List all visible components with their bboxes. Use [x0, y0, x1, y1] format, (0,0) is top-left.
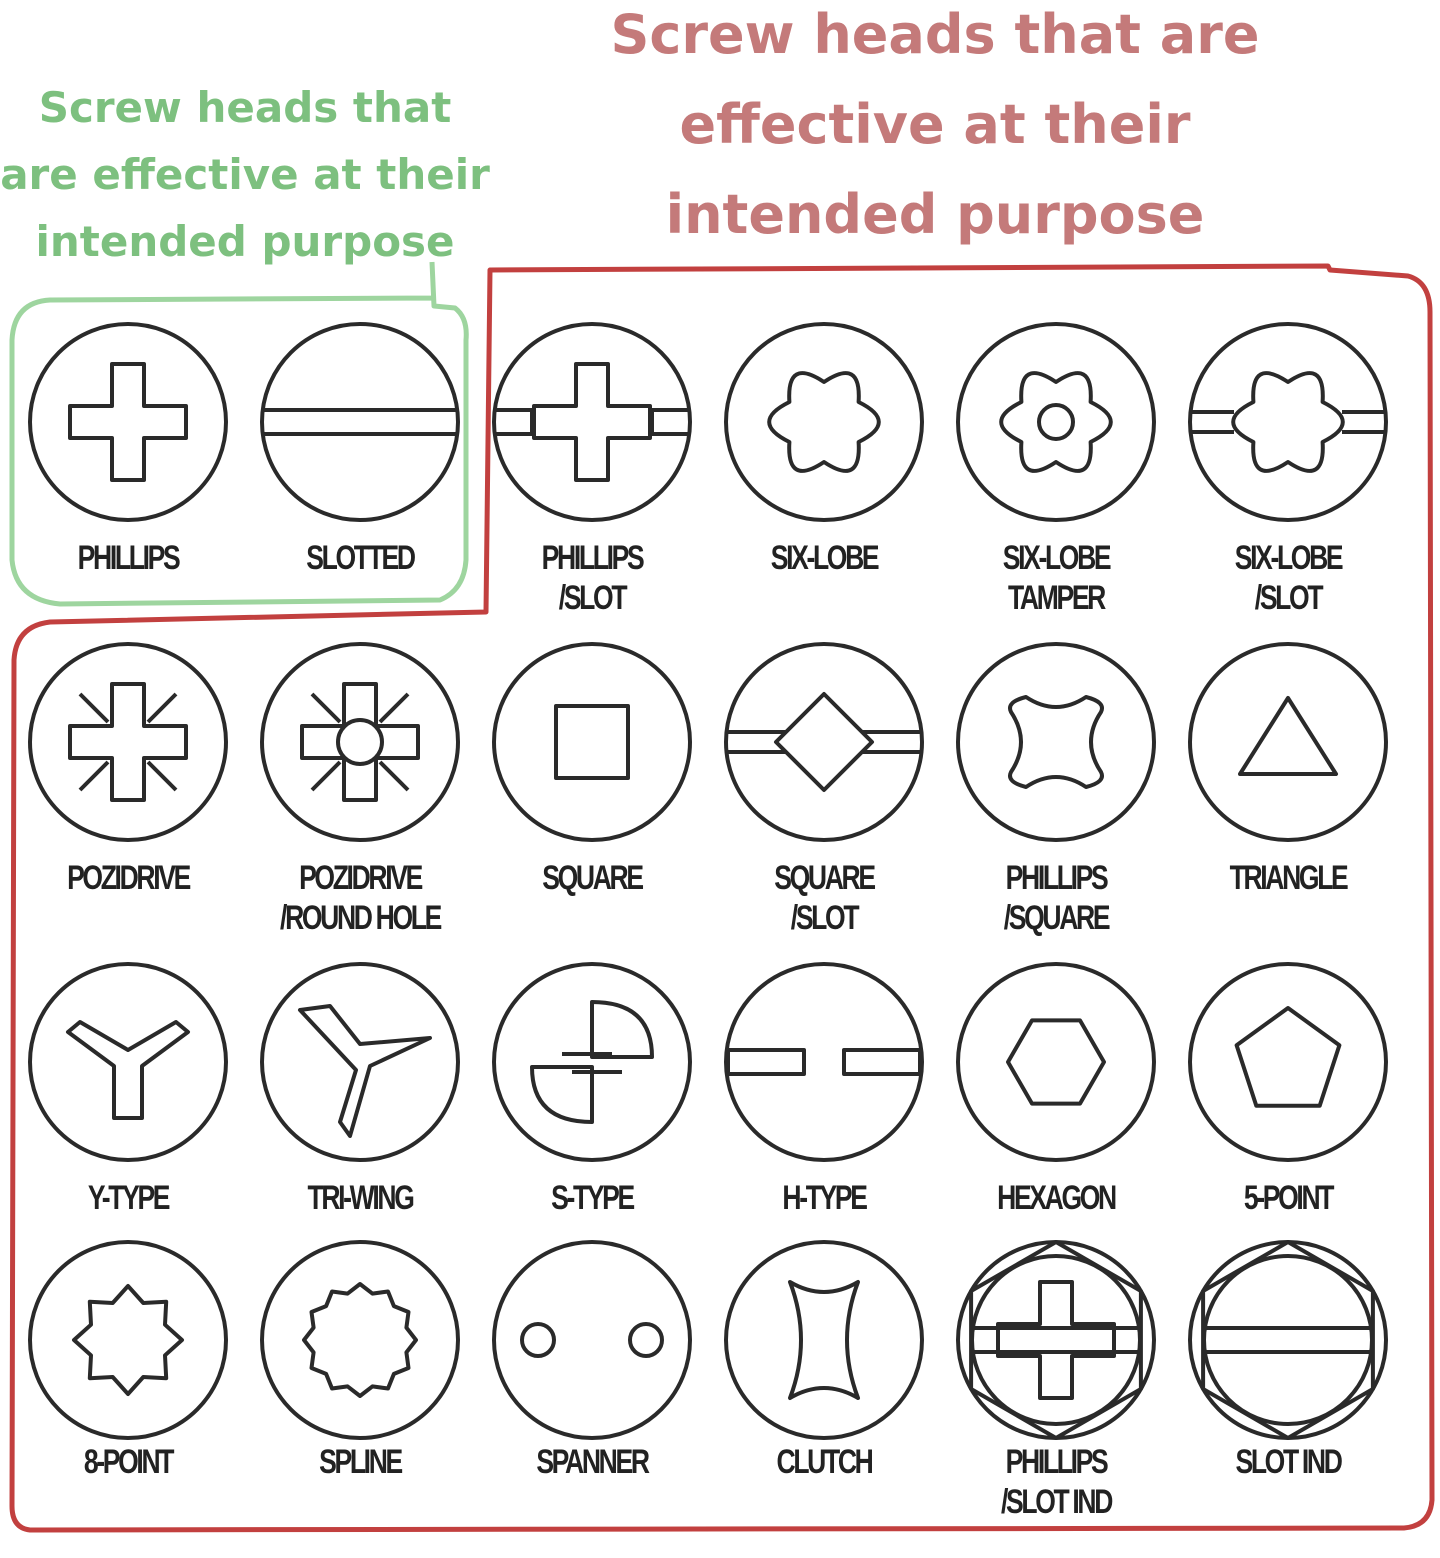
screw-head-square-slot: SQUARE /SLOT [708, 640, 940, 960]
spline-icon [260, 1240, 460, 1440]
screw-head-label: SPLINE [319, 1443, 403, 1481]
phillips-square-icon [956, 642, 1156, 842]
six-lobe-icon [724, 322, 924, 522]
eight-point-icon [28, 1240, 228, 1440]
pozidrive-icon [28, 642, 228, 842]
screw-head-s-type: S-TYPE [476, 960, 708, 1280]
screw-head-slot-ind: SLOT IND [1172, 1238, 1404, 1558]
screw-head-hexagon: HEXAGON [940, 960, 1172, 1280]
screw-head-label: 5-POINT [1243, 1179, 1335, 1217]
ineffective-heading: Screw heads that are effective at their … [610, 3, 1260, 246]
screw-head-label: SPANNER [536, 1443, 650, 1481]
screw-head-triangle: TRIANGLE [1172, 640, 1404, 960]
screw-head-label: TRIANGLE [1229, 859, 1349, 897]
screw-head-label: PHILLIPS [77, 539, 181, 577]
screw-head-label: PHILLIPS /SLOT IND [1000, 1443, 1113, 1521]
screw-head-label: PHILLIPS /SQUARE [1003, 859, 1111, 937]
screw-head-label: POZIDRIVE /ROUND HOLE [280, 859, 442, 937]
screw-head-y-type: Y-TYPE [12, 960, 244, 1280]
square-icon [492, 642, 692, 842]
spanner-icon [492, 1240, 692, 1440]
screw-head-pozidrive: POZIDRIVE [12, 640, 244, 960]
square-slot-icon [724, 642, 924, 842]
screw-head-eight-point: 8-POINT [12, 1238, 244, 1558]
screw-head-label: S-TYPE [551, 1179, 635, 1217]
phillips-slot-ind-icon [956, 1240, 1156, 1440]
clutch-icon [724, 1240, 924, 1440]
screw-head-label: POZIDRIVE [67, 859, 191, 897]
screw-head-label: SQUARE [542, 859, 644, 897]
phillips-icon [28, 322, 228, 522]
screw-head-phillips-square: PHILLIPS /SQUARE [940, 640, 1172, 960]
screw-head-square: SQUARE [476, 640, 708, 960]
slot-ind-icon [1188, 1240, 1388, 1440]
screw-head-label: TRI-WING [307, 1179, 414, 1217]
screw-head-label: HEXAGON [997, 1179, 1117, 1217]
screw-head-spline: SPLINE [244, 1238, 476, 1558]
screw-head-slotted: SLOTTED [244, 320, 476, 640]
slotted-icon [260, 322, 460, 522]
six-lobe-tamper-icon [956, 322, 1156, 522]
screw-head-label: PHILLIPS /SLOT [541, 539, 645, 617]
screw-head-six-lobe-tamper: SIX-LOBE TAMPER [940, 320, 1172, 640]
screw-head-spanner: SPANNER [476, 1238, 708, 1558]
hexagon-icon [956, 962, 1156, 1162]
screw-head-phillips-slot: PHILLIPS /SLOT [476, 320, 708, 640]
screw-head-label: CLUTCH [776, 1443, 874, 1481]
screw-head-label: SLOTTED [306, 539, 416, 577]
screw-head-clutch: CLUTCH [708, 1238, 940, 1558]
screw-head-label: 8-POINT [83, 1443, 175, 1481]
pozidrive-round-hole-icon [260, 642, 460, 842]
screw-head-pozidrive-round-hole: POZIDRIVE /ROUND HOLE [244, 640, 476, 960]
six-lobe-slot-icon [1188, 322, 1388, 522]
five-point-icon [1188, 962, 1388, 1162]
screw-head-h-type: H-TYPE [708, 960, 940, 1280]
h-type-icon [724, 962, 924, 1162]
screw-head-label: SIX-LOBE TAMPER [1002, 539, 1112, 617]
triangle-icon [1188, 642, 1388, 842]
screw-head-phillips: PHILLIPS [12, 320, 244, 640]
screw-head-label: SQUARE /SLOT [774, 859, 876, 937]
screw-head-six-lobe-slot: SIX-LOBE /SLOT [1172, 320, 1404, 640]
s-type-icon [492, 962, 692, 1162]
screw-head-label: Y-TYPE [87, 1179, 171, 1217]
y-type-icon [28, 962, 228, 1162]
phillips-slot-icon [492, 322, 692, 522]
screw-head-label: H-TYPE [782, 1179, 868, 1217]
screw-head-phillips-slot-ind: PHILLIPS /SLOT IND [940, 1238, 1172, 1558]
screw-head-label: SIX-LOBE [770, 539, 880, 577]
screw-head-six-lobe: SIX-LOBE [708, 320, 940, 640]
effective-heading: Screw heads that are effective at their … [0, 83, 490, 266]
tri-wing-icon [260, 962, 460, 1162]
screw-head-tri-wing: TRI-WING [244, 960, 476, 1280]
screw-head-label: SIX-LOBE /SLOT [1234, 539, 1344, 617]
screw-head-label: SLOT IND [1235, 1443, 1342, 1481]
screw-head-five-point: 5-POINT [1172, 960, 1404, 1280]
